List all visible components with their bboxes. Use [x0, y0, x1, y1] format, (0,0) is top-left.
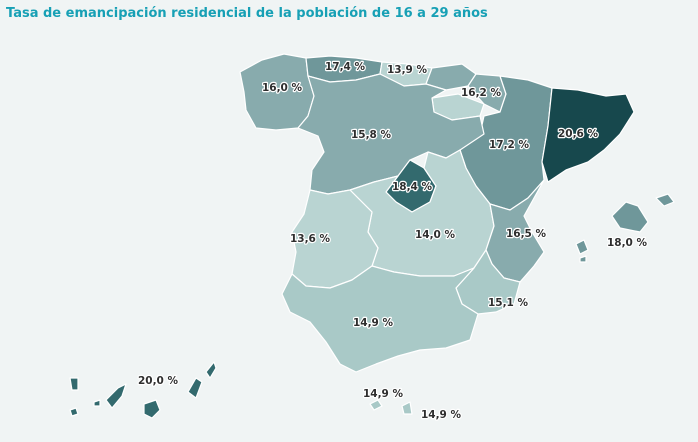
- region-canarias[interactable]: [69, 361, 217, 419]
- region-ceuta[interactable]: [369, 399, 383, 411]
- label-castilla-la-mancha: 14,0 %: [415, 229, 456, 241]
- region-melilla[interactable]: [401, 401, 413, 415]
- label-melilla: 14,9 %: [421, 409, 462, 421]
- label-galicia: 16,0 %: [262, 82, 303, 94]
- label-extremadura: 13,6 %: [290, 233, 331, 245]
- label-murcia: 15,1 %: [488, 297, 529, 309]
- region-baleares-menorca[interactable]: [655, 193, 675, 207]
- region-baleares-formentera[interactable]: [579, 255, 587, 263]
- map-title: Tasa de emancipación residencial de la p…: [6, 6, 488, 21]
- label-asturias: 17,4 %: [325, 61, 366, 73]
- label-andalucia: 14,9 %: [353, 317, 394, 329]
- label-castilla-leon: 15,8 %: [351, 129, 392, 141]
- label-navarra-aragon: 17,2 %: [489, 139, 530, 151]
- region-cataluna[interactable]: [541, 87, 635, 183]
- label-ceuta: 14,9 %: [363, 388, 404, 400]
- label-madrid: 18,4 %: [392, 181, 433, 193]
- label-baleares: 18,0 %: [607, 237, 648, 249]
- label-canarias: 20,0 %: [138, 375, 179, 387]
- label-cataluna: 20,6 %: [558, 128, 599, 140]
- region-baleares[interactable]: [611, 201, 649, 233]
- label-comunidad-valenciana: 16,5 %: [506, 228, 547, 240]
- label-cantabria: 13,9 %: [387, 64, 428, 76]
- label-pais-vasco: 16,2 %: [461, 87, 502, 99]
- region-baleares-ibiza[interactable]: [575, 239, 589, 255]
- region-andalucia[interactable]: [281, 265, 479, 373]
